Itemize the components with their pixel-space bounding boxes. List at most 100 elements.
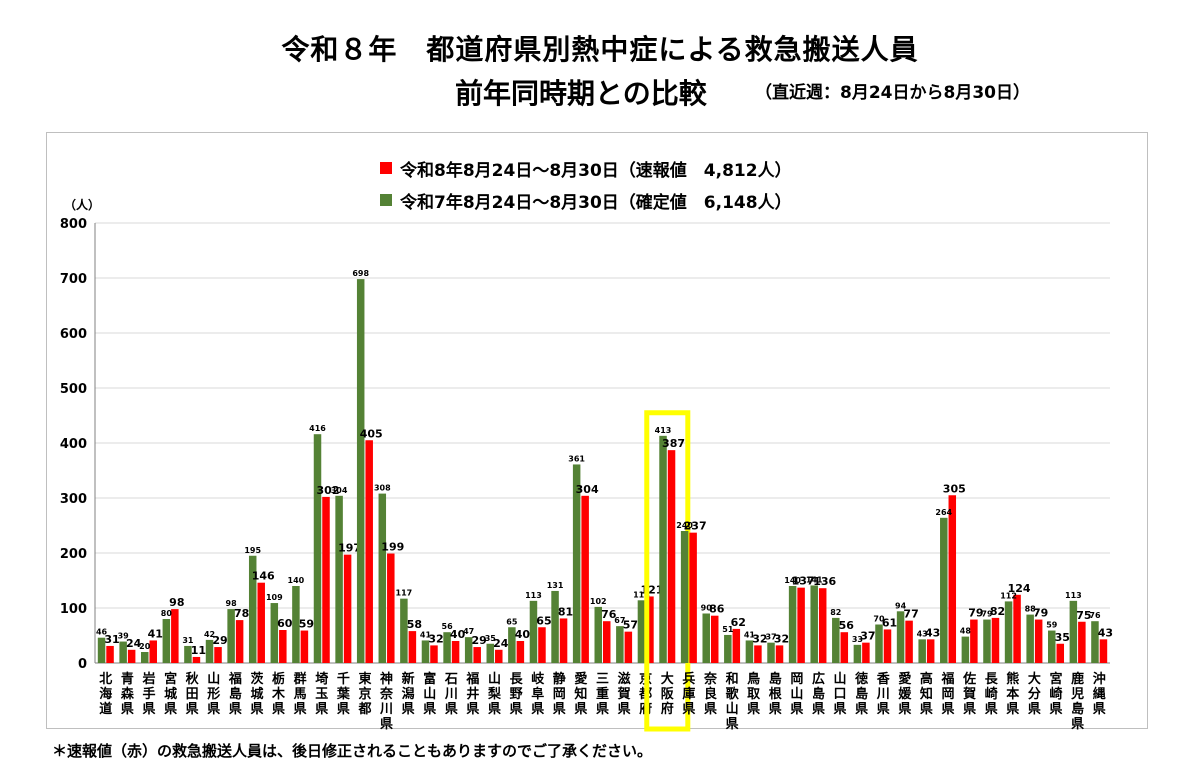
- data-label-current: 43: [1098, 626, 1113, 639]
- bar-previous: [918, 639, 926, 663]
- x-tick-label: 長崎県: [985, 672, 999, 717]
- y-tick-label: 600: [60, 327, 87, 342]
- x-tick-label: 静岡県: [553, 671, 566, 717]
- bar-current: [516, 641, 525, 663]
- bar-current: [1099, 639, 1108, 663]
- x-tick-label: 広島県: [812, 671, 825, 717]
- bar-current: [775, 645, 784, 663]
- bar-current: [1013, 594, 1021, 663]
- data-label-previous: 361: [568, 454, 585, 463]
- bar-current: [991, 617, 1000, 663]
- data-label-current: 40: [515, 628, 531, 641]
- y-tick-label: 300: [60, 492, 87, 507]
- bar-previous: [184, 645, 192, 663]
- bar-previous: [421, 640, 430, 663]
- data-label-previous: 41: [420, 630, 432, 639]
- y-axis-unit: （人）: [64, 198, 101, 212]
- x-tick-label: 福岡県: [941, 671, 955, 717]
- bar-previous: [1069, 600, 1078, 663]
- bar-previous: [896, 611, 905, 663]
- data-label-current: 86: [709, 603, 725, 616]
- x-tick-label: 沖縄県: [1093, 671, 1106, 717]
- data-label-previous: 67: [614, 616, 625, 625]
- data-label-current: 56: [839, 619, 855, 632]
- data-label-previous: 65: [506, 617, 518, 626]
- bar-previous: [248, 555, 257, 663]
- data-label-current: 41: [148, 627, 163, 640]
- data-label-previous: 56: [442, 622, 454, 631]
- data-label-previous: 102: [590, 597, 607, 606]
- data-label-current: 137: [792, 575, 815, 588]
- bar-previous: [551, 590, 559, 663]
- x-tick-label: 三重県: [596, 672, 609, 717]
- data-label-current: 43: [925, 626, 940, 639]
- data-label-previous: 240: [676, 521, 693, 530]
- bar-current: [689, 532, 697, 663]
- bar-current: [322, 496, 330, 663]
- x-tick-label: 熊本県: [1006, 671, 1019, 717]
- data-label-current: 237: [684, 520, 707, 533]
- bar-previous: [400, 598, 408, 663]
- x-tick-label: 山形県: [207, 671, 220, 717]
- bar-current: [667, 450, 676, 663]
- x-tick-label: 茨城県: [250, 671, 264, 717]
- data-label-current: 304: [576, 483, 599, 496]
- bar-previous: [486, 643, 495, 663]
- x-tick-label: 富山県: [423, 671, 436, 717]
- x-tick-label: 新潟県: [402, 671, 415, 717]
- data-label-current: 29: [472, 634, 487, 647]
- x-tick-label: 岩手県: [141, 671, 155, 717]
- bar-previous: [572, 464, 581, 663]
- data-label-previous: 20: [139, 642, 151, 651]
- x-tick-label: 石川県: [444, 672, 458, 717]
- x-tick-label: 和歌山県: [726, 671, 740, 732]
- bar-previous: [983, 619, 991, 663]
- bar-previous: [313, 434, 322, 663]
- data-label-current: 82: [990, 605, 1005, 618]
- chart-title: 令和８年 都道府県別熱中症による救急搬送人員: [281, 33, 919, 66]
- bar-current: [430, 645, 438, 663]
- data-label-previous: 304: [331, 486, 348, 495]
- bar-previous: [97, 637, 106, 663]
- data-label-current: 98: [169, 596, 184, 609]
- bar-current: [603, 621, 611, 663]
- y-tick-label: 400: [60, 437, 87, 452]
- bar-previous: [702, 613, 710, 663]
- data-label-previous: 140: [288, 576, 305, 585]
- bar-previous: [1048, 630, 1056, 663]
- data-label-current: 32: [428, 632, 443, 645]
- data-label-current: 124: [1008, 582, 1031, 595]
- data-label-current: 61: [882, 616, 897, 629]
- x-tick-label: 北海道: [99, 672, 112, 717]
- bar-current: [235, 620, 244, 663]
- bar-previous: [140, 652, 149, 663]
- y-tick-label: 700: [60, 272, 87, 287]
- chart-period-note: （直近週：8月24日から8月30日）: [755, 83, 1030, 103]
- legend-swatch-previous: [380, 194, 392, 206]
- data-label-previous: 59: [1046, 621, 1058, 630]
- bar-current: [970, 619, 978, 663]
- bar-previous: [961, 636, 970, 663]
- legend-label-previous: 令和7年8月24日～8月30日（確定値 6,148人）: [400, 192, 792, 213]
- footnote: ＊速報値（赤）の救急搬送人員は、後日修正されることもありますのでご了承ください。: [52, 742, 653, 760]
- x-tick-label: 徳島県: [854, 671, 868, 717]
- x-tick-label: 愛知県: [574, 671, 587, 717]
- bar-previous: [1026, 614, 1034, 663]
- data-label-current: 75: [1076, 609, 1091, 622]
- x-tick-label: 兵庫県: [682, 671, 695, 717]
- bar-current: [149, 640, 157, 663]
- data-label-current: 81: [558, 605, 573, 618]
- data-label-previous: 48: [960, 627, 972, 636]
- data-label-previous: 98: [226, 599, 238, 608]
- data-label-previous: 47: [463, 627, 474, 636]
- bar-current: [646, 596, 654, 663]
- data-label-previous: 140: [784, 576, 801, 585]
- data-label-previous: 113: [525, 591, 542, 600]
- x-tick-label: 栃木県: [271, 671, 286, 717]
- bar-previous: [680, 531, 689, 663]
- data-label-previous: 82: [830, 608, 841, 617]
- bar-previous: [788, 586, 797, 663]
- data-label-previous: 264: [935, 508, 952, 517]
- x-tick-label: 秋田県: [186, 671, 200, 717]
- data-label-current: 197: [338, 542, 361, 555]
